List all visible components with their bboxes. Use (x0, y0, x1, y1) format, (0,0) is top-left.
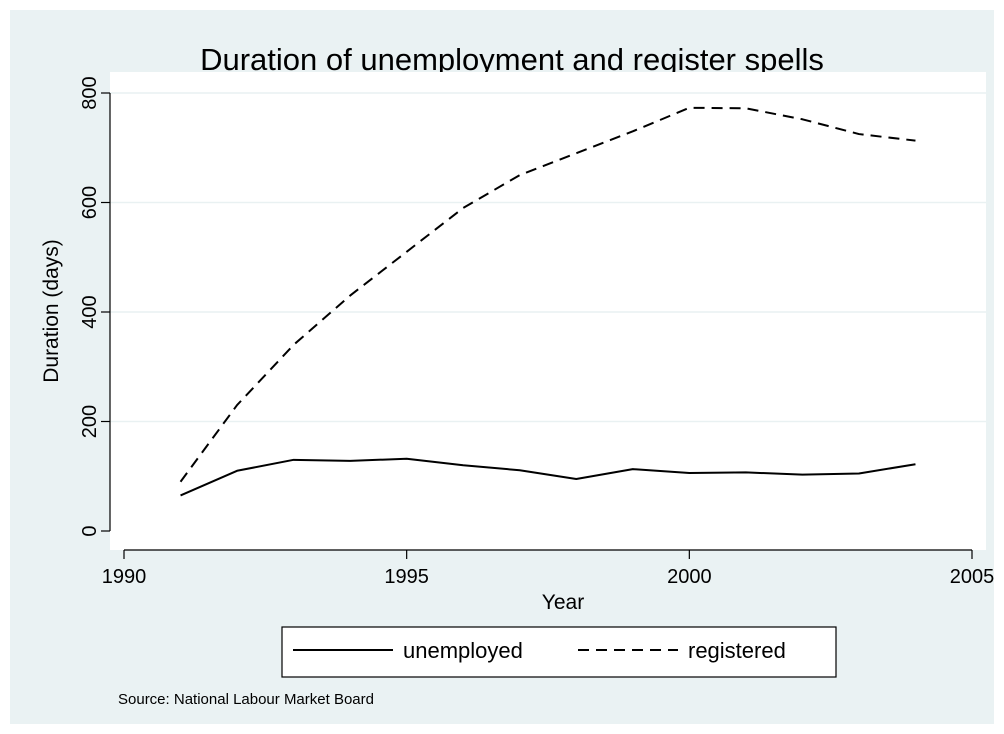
legend-label-registered: registered (688, 638, 786, 663)
legend: unemployed registered (281, 626, 837, 678)
y-axis-title: Duration (days) (40, 239, 63, 383)
y-tick-label-0: 0 (79, 525, 101, 536)
x-tick-label-1990: 1990 (102, 566, 147, 588)
legend-label-unemployed: unemployed (403, 638, 523, 663)
series-line-unemployed (180, 457, 916, 497)
grid-lines (110, 92, 986, 423)
x-tick-label-2005: 2005 (950, 566, 994, 588)
series-lines (179, 106, 916, 497)
source-note: Source: National Labour Market Board (118, 691, 374, 708)
x-axis-title: Year (542, 591, 584, 614)
chart: Duration of unemployment and register sp… (40, 42, 994, 708)
chart-title: Duration of unemployment and register sp… (200, 42, 824, 77)
y-tick-label-200: 200 (79, 405, 101, 438)
series-line-registered (179, 106, 916, 483)
legend-box (281, 626, 837, 678)
y-tick-label-600: 600 (79, 186, 101, 219)
chart-frame: Duration of unemployment and register sp… (10, 10, 994, 724)
axes: 0 200 400 600 800 1990 1995 2000 2005 (79, 76, 994, 588)
x-tick-label-2000: 2000 (667, 566, 712, 588)
y-tick-label-800: 800 (79, 76, 101, 109)
plot-area (110, 72, 986, 550)
y-tick-label-400: 400 (79, 295, 101, 328)
x-tick-label-1995: 1995 (384, 566, 429, 588)
